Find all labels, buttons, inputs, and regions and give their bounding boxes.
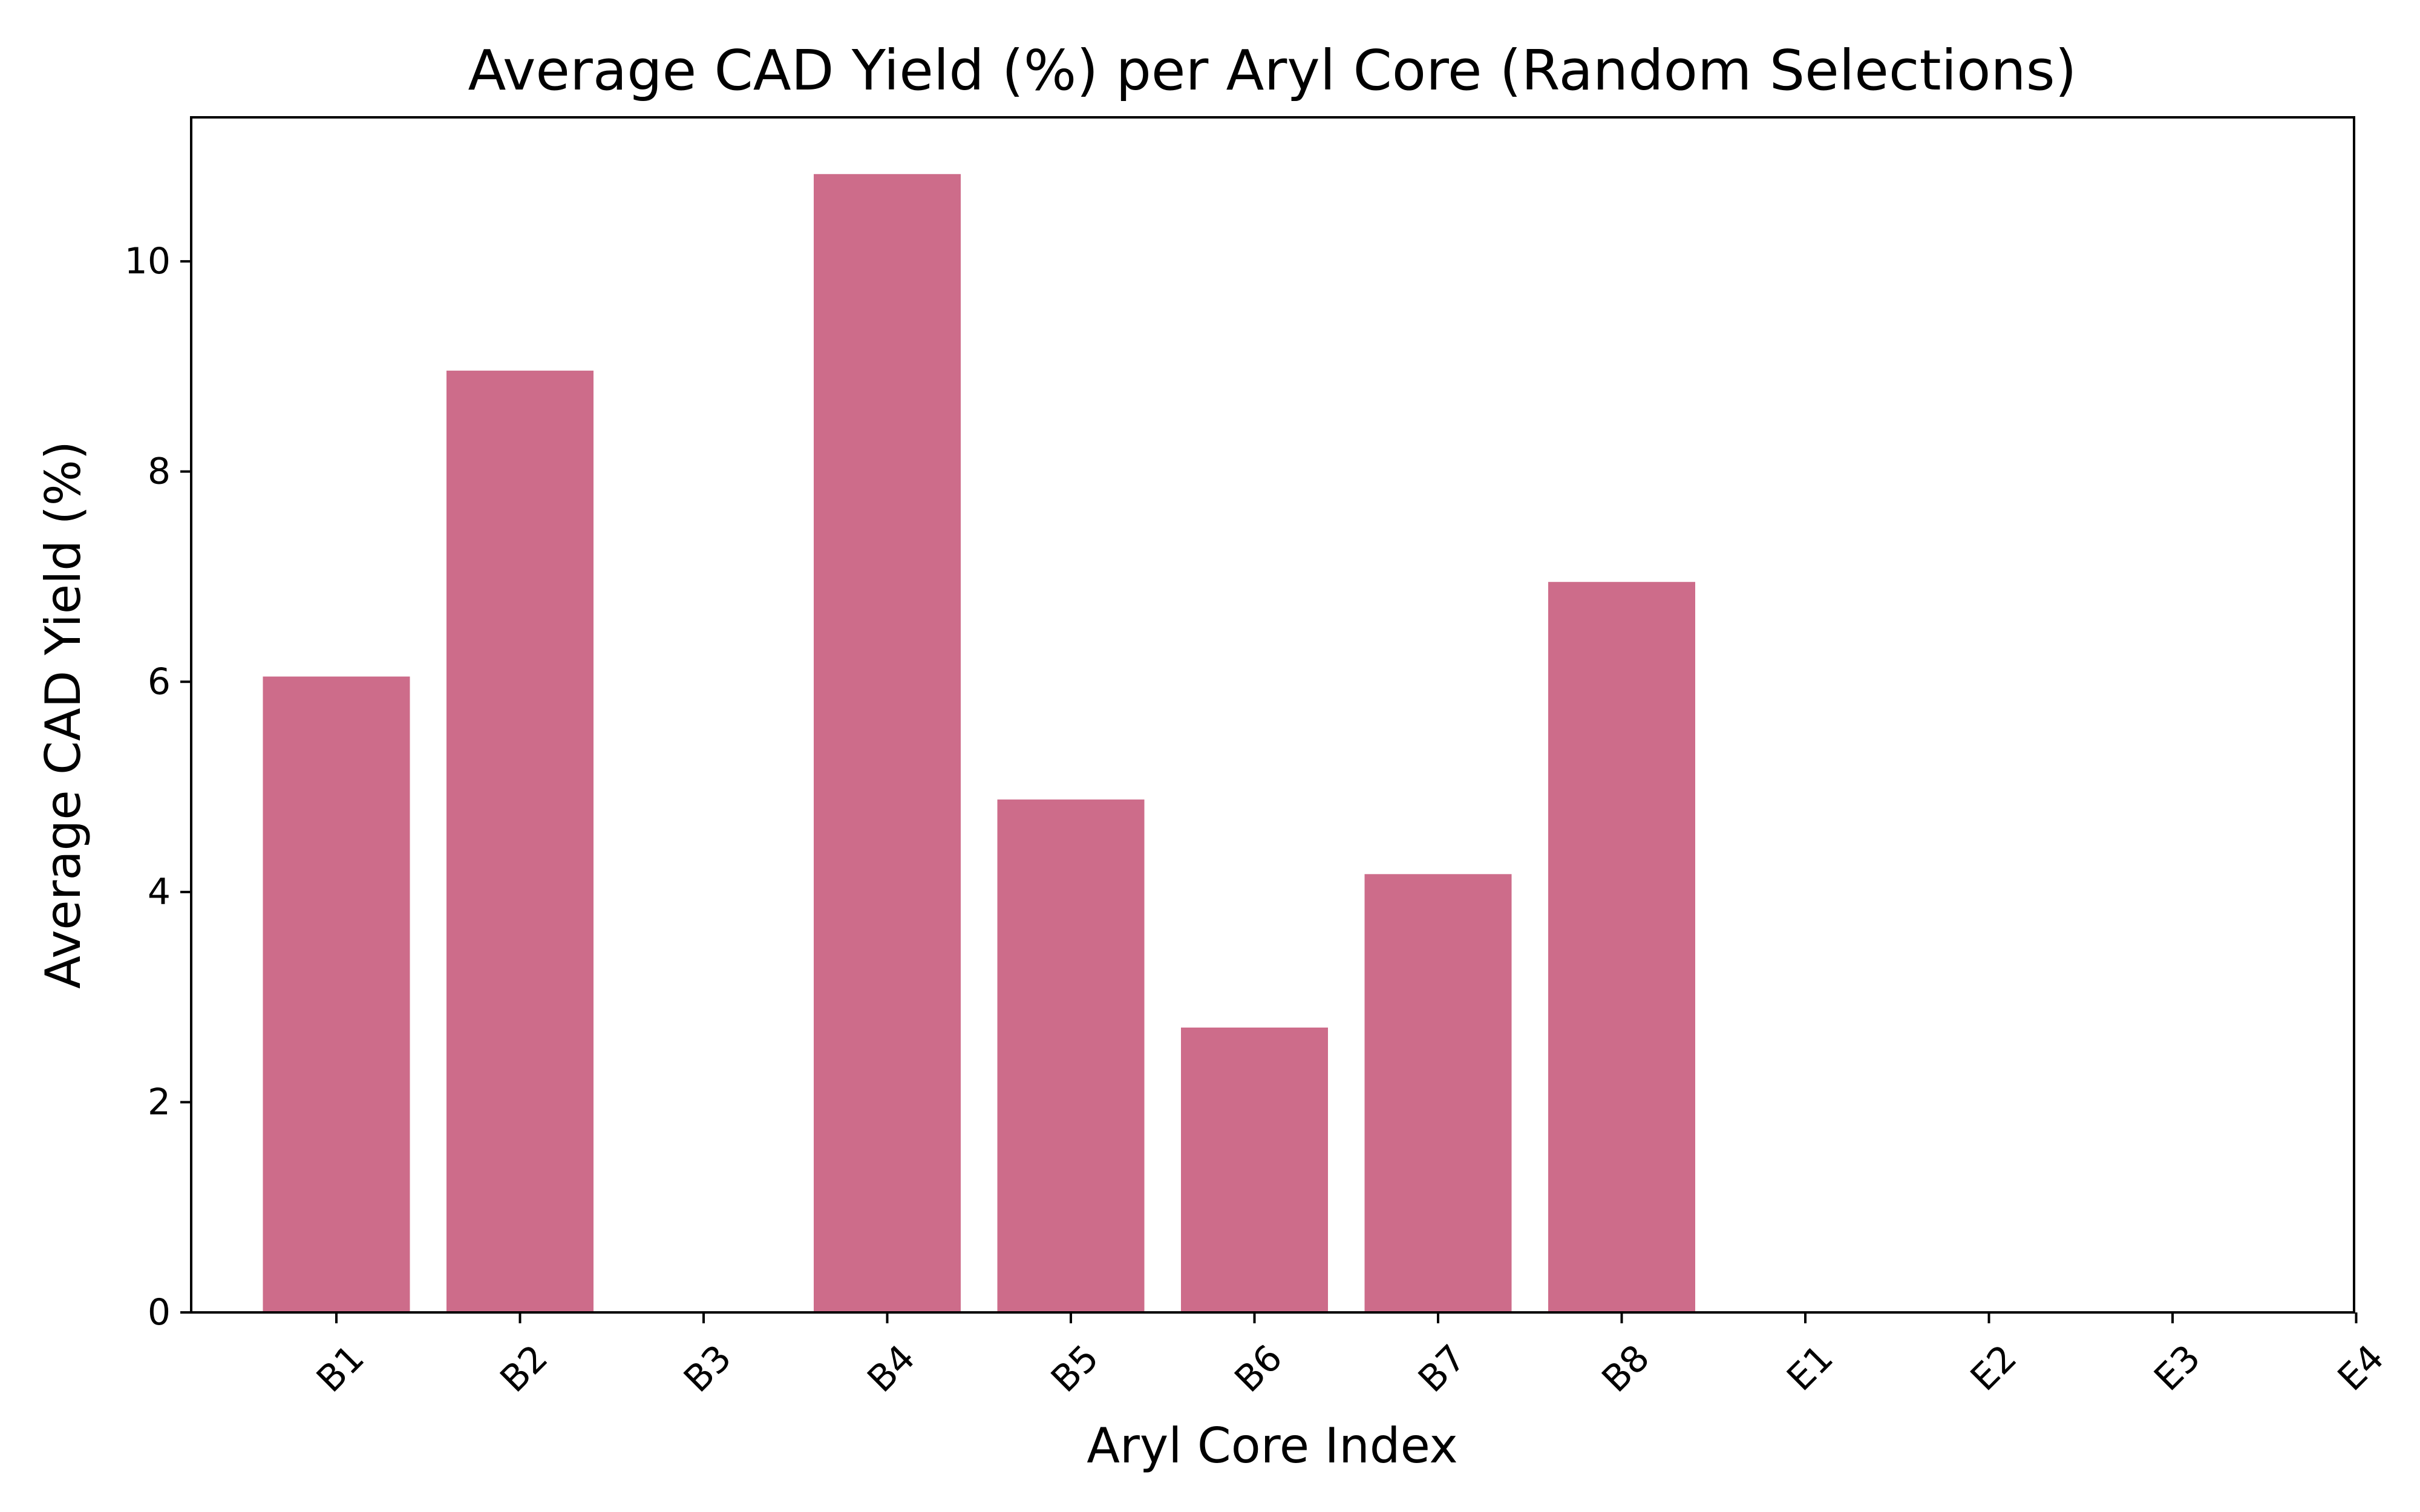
y-axis-label: Average CAD Yield (%) xyxy=(35,441,91,989)
chart-title: Average CAD Yield (%) per Aryl Core (Ran… xyxy=(468,38,2076,103)
bar-b7 xyxy=(1364,874,1512,1312)
y-tick-label: 2 xyxy=(148,1081,171,1123)
bars-group xyxy=(263,174,1695,1313)
bar-b6 xyxy=(1181,1028,1328,1312)
bar-b5 xyxy=(997,799,1145,1312)
bar-b8 xyxy=(1548,582,1695,1313)
bar-b2 xyxy=(446,370,594,1312)
y-tick-label: 4 xyxy=(148,871,171,913)
plot-area-frame xyxy=(190,116,2355,1314)
x-axis-label: Aryl Core Index xyxy=(1087,1418,1457,1474)
y-tick-label: 6 xyxy=(148,660,171,703)
bar-b4 xyxy=(814,174,961,1312)
y-tick-label: 8 xyxy=(148,451,171,493)
y-tick-label: 0 xyxy=(148,1291,171,1334)
y-ticks-group: 0 2 4 6 8 10 xyxy=(125,240,191,1334)
y-tick-label: 10 xyxy=(125,240,171,282)
bar-b1 xyxy=(263,676,410,1312)
